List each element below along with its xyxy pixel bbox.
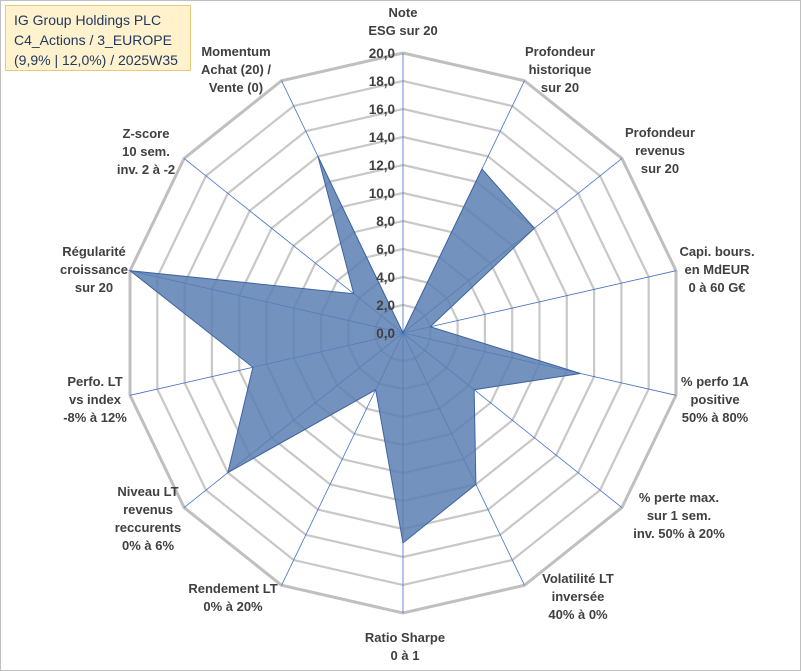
category-label-line: inv. 2 à -2 — [117, 162, 175, 177]
category-label-line: % perfo 1A — [681, 374, 750, 389]
radar-category-labels: Note ESG sur 20 Profondeur historique sur 20… — [60, 5, 755, 663]
category-label: Momentum Achat (20) / Vente (0) — [201, 44, 271, 95]
axis-spoke — [402, 270, 677, 334]
category-label-line: Momentum — [201, 44, 270, 59]
category-label-line: Rendement LT — [188, 581, 277, 596]
tick-label: 20,0 — [369, 46, 395, 61]
category-label-line: inv. 50% à 20% — [633, 526, 725, 541]
category-label-line: 0 à 60 G€ — [688, 280, 745, 295]
category-label: Capi. bours. en MdEUR 0 à 60 G€ — [679, 244, 754, 295]
category-label-line: sur 20 — [641, 161, 679, 176]
category-label-line: sur 20 — [541, 80, 579, 95]
category-label-line: -8% à 12% — [63, 410, 127, 425]
category-label-line: reccurents — [115, 520, 181, 535]
category-label-line: Ratio Sharpe — [365, 630, 445, 645]
category-label: Ratio Sharpe 0 à 1 — [365, 630, 445, 663]
category-label-line: Z-score — [123, 126, 170, 141]
category-label-line: Capi. bours. — [679, 244, 754, 259]
category-label-line: ESG sur 20 — [368, 23, 437, 38]
category-label-line: revenus — [123, 502, 173, 517]
category-label-line: historique — [529, 62, 592, 77]
chart-title-line-3: (9,9% | 12,0%) / 2025W35 — [14, 52, 178, 68]
tick-label: 2,0 — [376, 298, 395, 313]
category-label: % perte max. sur 1 sem. inv. 50% à 20% — [633, 490, 725, 541]
category-label-line: Vente (0) — [209, 80, 263, 95]
category-label-line: 0% à 6% — [122, 538, 174, 553]
category-label-line: inversée — [552, 589, 605, 604]
tick-label: 12,0 — [369, 158, 395, 173]
tick-label: 8,0 — [376, 214, 395, 229]
tick-label: 4,0 — [376, 270, 395, 285]
category-label: Niveau LT revenus reccurents 0% à 6% — [115, 484, 181, 553]
radar-tick-labels: 0,0 2,0 4,0 6,0 8,0 10,0 12,0 14,0 16,0 18,0 20,0 — [369, 46, 395, 341]
category-label-line: sur 20 — [75, 280, 113, 295]
category-label-line: Profondeur — [625, 125, 695, 140]
category-label-line: sur 1 sem. — [647, 508, 711, 523]
category-label: Rendement LT 0% à 20% — [188, 581, 277, 614]
tick-label: 0,0 — [376, 326, 395, 341]
category-label: Note ESG sur 20 — [368, 5, 437, 38]
category-label-line: 0 à 1 — [391, 648, 420, 663]
category-label-line: % perte max. — [639, 490, 719, 505]
category-label-line: 50% à 80% — [682, 410, 749, 425]
category-label-line: revenus — [635, 143, 685, 158]
category-label-line: Note — [389, 5, 418, 20]
chart-title-line-1: IG Group Holdings PLC — [14, 12, 162, 28]
category-label: Profondeur revenus sur 20 — [625, 125, 695, 176]
category-label: Perfo. LT vs index -8% à 12% — [63, 374, 127, 425]
category-label-line: 10 sem. — [122, 144, 170, 159]
tick-label: 6,0 — [376, 242, 395, 257]
category-label: Volatilité LT inversée 40% à 0% — [542, 571, 614, 622]
category-label-line: Achat (20) / — [201, 62, 271, 77]
category-label-line: vs index — [69, 392, 122, 407]
category-label: Profondeur historique sur 20 — [525, 44, 595, 95]
category-label-line: 0% à 20% — [203, 599, 263, 614]
chart-title-box: IG Group Holdings PLC C4_Actions / 3_EUR… — [5, 5, 191, 71]
category-label-line: Régularité — [62, 244, 126, 259]
tick-label: 16,0 — [369, 102, 395, 117]
category-label-line: Volatilité LT — [542, 571, 614, 586]
series-area — [128, 156, 581, 544]
category-label-line: 40% à 0% — [548, 607, 608, 622]
radar-series — [128, 156, 581, 544]
category-label: Régularité croissance sur 20 — [60, 244, 128, 295]
category-label-line: Profondeur — [525, 44, 595, 59]
category-label: % perfo 1A positive 50% à 80% — [681, 374, 750, 425]
category-label-line: croissance — [60, 262, 128, 277]
category-label-line: positive — [690, 392, 739, 407]
category-label-line: Perfo. LT — [67, 374, 122, 389]
category-label-line: en MdEUR — [685, 262, 751, 277]
category-label: Z-score 10 sem. inv. 2 à -2 — [117, 126, 175, 177]
chart-title-line-2: C4_Actions / 3_EUROPE — [14, 32, 172, 48]
tick-label: 18,0 — [369, 74, 395, 89]
category-label-line: Niveau LT — [117, 484, 178, 499]
tick-label: 10,0 — [369, 186, 395, 201]
tick-label: 14,0 — [369, 130, 395, 145]
